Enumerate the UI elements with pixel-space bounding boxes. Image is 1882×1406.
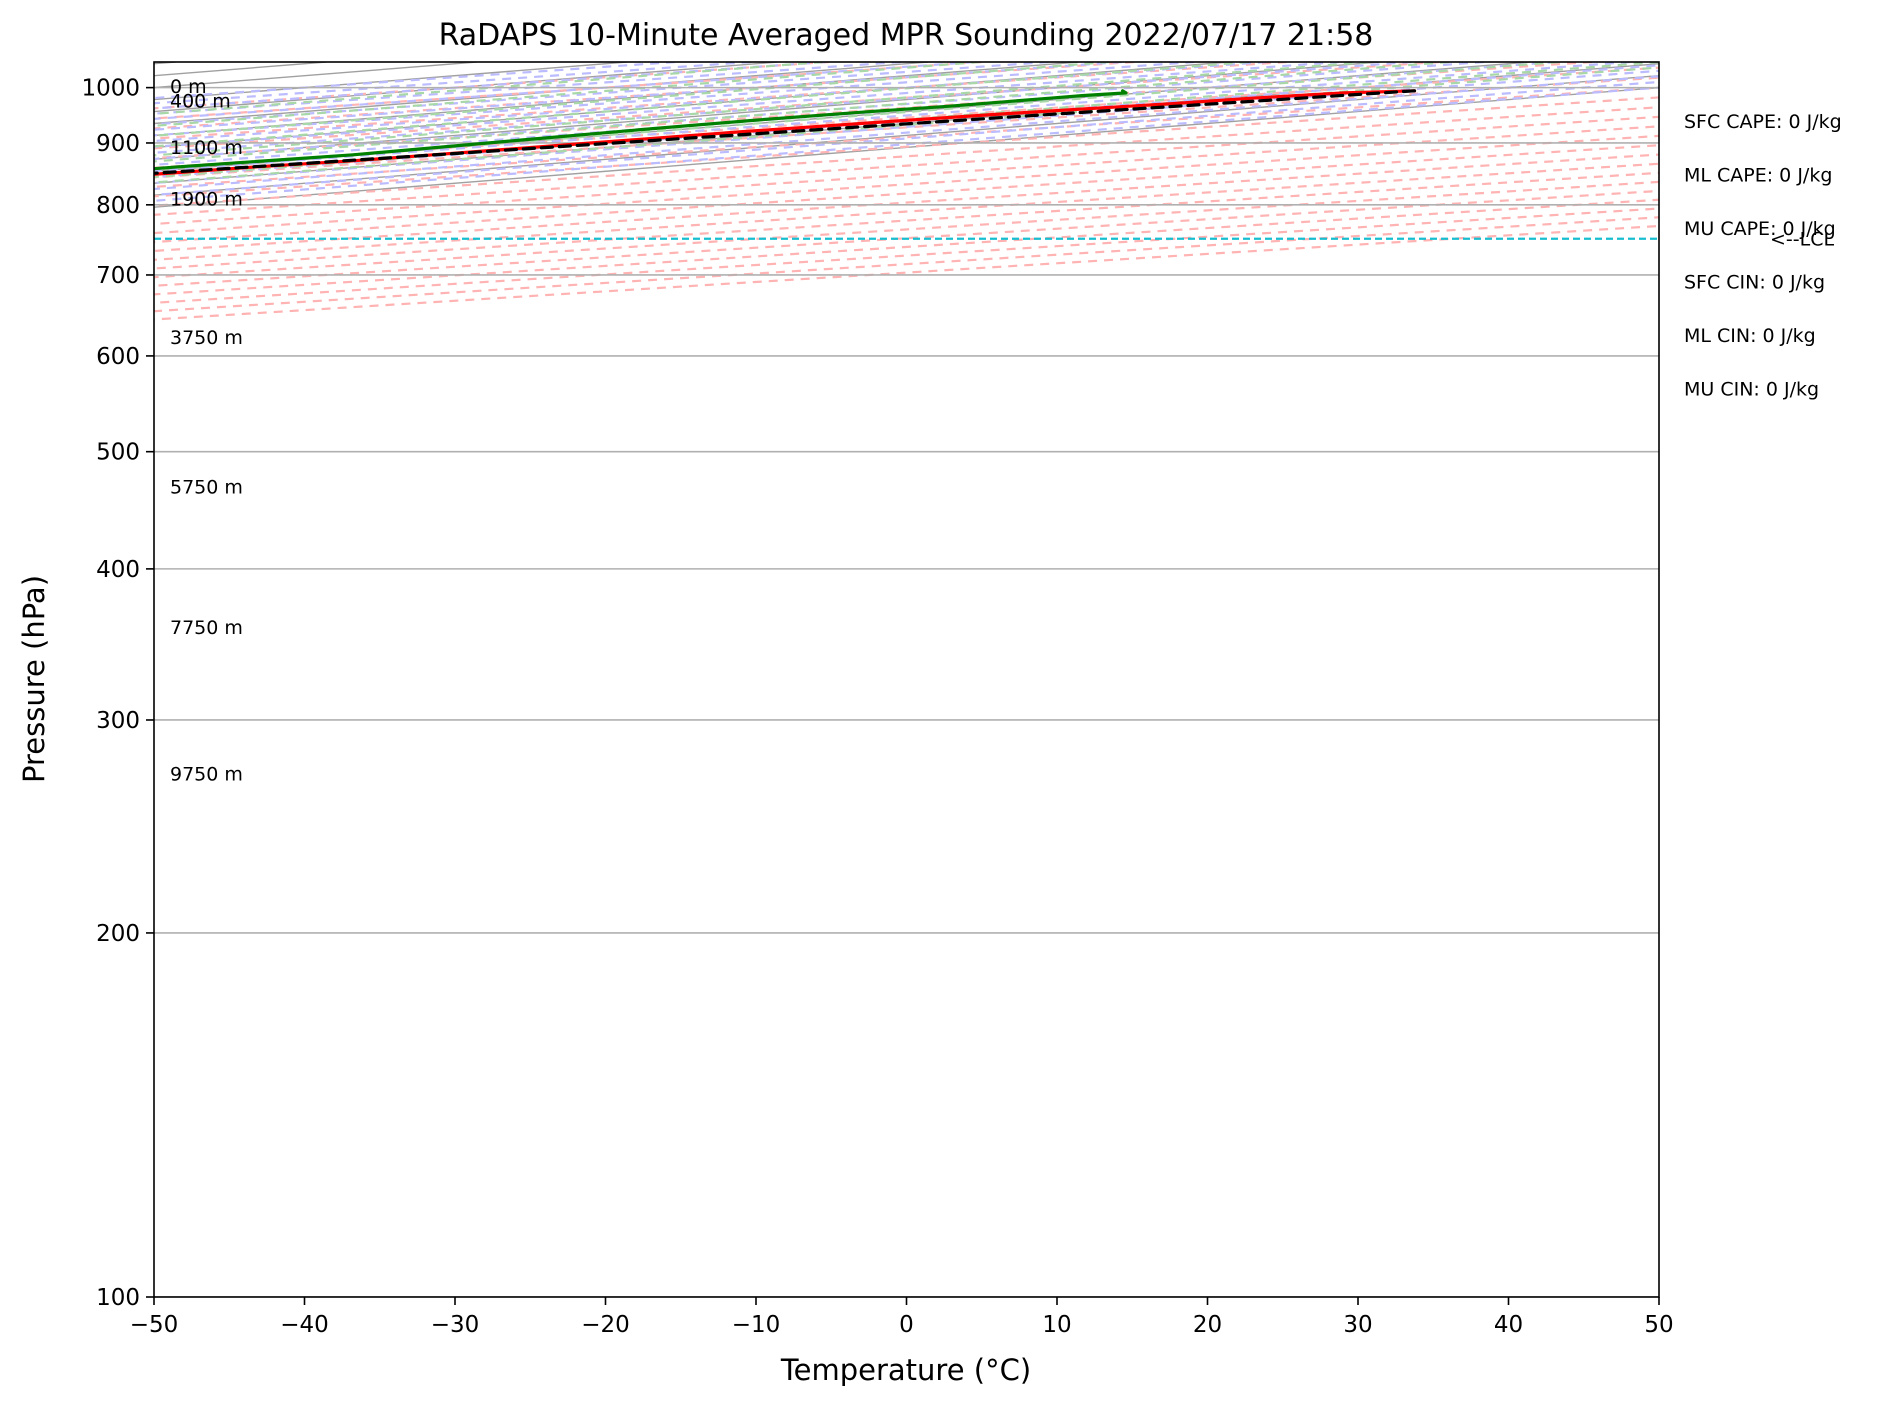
moist-adiabat-line [154,62,1630,173]
dry-adiabat-line [154,62,982,120]
y-tick-label: 1000 [81,76,140,102]
dry-adiabat-line [154,134,1659,235]
dry-adiabat-line [154,86,1659,189]
stability-stats: SFC CAPE: 0 J/kg ML CAPE: 0 J/kg MU CAPE: … [1684,111,1842,401]
mixing-ratio-line [154,62,981,127]
stat-label: MU CIN: 0 J/kg [1684,379,1819,401]
isotherm-line [154,62,1079,137]
height-label: 400 m [170,90,231,112]
stat-label: ML CAPE: 0 J/kg [1684,165,1832,187]
dewpoint-line [154,89,1128,171]
x-tick-label: 50 [1644,1312,1673,1338]
dry-adiabat-line [154,62,1593,160]
dry-adiabat-line [154,76,1659,179]
x-tick-label: 40 [1494,1312,1523,1338]
isotherm-line [154,62,628,101]
moist-adiabat-line [154,62,1122,131]
pressure-gridlines [154,86,1659,1297]
x-tick-label: 10 [1042,1312,1071,1338]
moist-adiabat-line [154,62,826,110]
height-label: 9750 m [170,763,243,785]
isotherm-line [154,86,1659,208]
x-tick-label: −20 [581,1312,630,1338]
dry-adiabat-line [154,66,1659,169]
y-tick-label: 300 [96,708,140,734]
dry-adiabat-line [154,198,1659,296]
x-tick-label: −50 [130,1312,179,1338]
y-tick-label: 200 [96,921,140,947]
stat-label: MU CAPE: 0 J/kg [1684,218,1836,240]
mixing-ratio-line [154,62,823,115]
height-label: 7750 m [170,617,243,639]
isotherm-line [154,62,778,113]
moist-adiabat-line [154,62,676,100]
moist-adiabat-line [154,86,1659,202]
moist-adiabat-line [154,62,1195,137]
height-label: 1900 m [170,188,243,210]
x-tick-label: 0 [899,1312,914,1338]
sounding-traces [154,89,1417,176]
y-axis-label: Pressure (hPa) [17,575,51,783]
y-tick-label: 400 [96,557,140,583]
isotherm-line [154,62,929,125]
stat-label: ML CIN: 0 J/kg [1684,325,1816,347]
dry-adiabat-line [154,62,829,110]
dry-adiabat-line [154,224,1659,321]
height-label: 0 m [170,76,207,98]
dry-adiabat-line [154,62,1440,150]
moist-adiabat-line [154,62,975,121]
y-axis-ticks: 100 200 300 400 500 600 700 800 900 1000 [81,76,154,1311]
y-tick-label: 100 [96,1285,140,1311]
stat-label: SFC CIN: 0 J/kg [1684,272,1825,294]
dry-adiabat-line [154,207,1659,304]
x-tick-label: −40 [280,1312,329,1338]
dry-adiabat-line [154,62,1287,140]
dry-adiabat-line [154,96,1659,198]
x-axis-ticks: −50 −40 −30 −20 −10 0 10 20 30 40 50 [130,1297,1674,1338]
dry-adiabat-line [154,106,1659,207]
dry-adiabat-line [154,189,1659,287]
isotherm-line [154,74,1659,196]
y-tick-label: 800 [96,193,140,219]
dry-adiabat-line [154,115,1659,216]
height-labels: 9750 m 7750 m 5750 m 3750 m 1900 m 1100 m 400 … [170,76,243,785]
lcl-label: <--LCL [1770,229,1834,251]
temperature-line [154,89,1417,176]
x-tick-label: −30 [431,1312,480,1338]
dry-adiabat-line [154,144,1659,244]
y-tick-label: 500 [96,440,140,466]
moist-adiabat-line [154,75,1659,191]
x-axis-label: Temperature (°C) [780,1353,1031,1387]
dry-adiabat-line [154,216,1659,313]
moist-adiabat-line [154,80,1659,197]
stat-label: SFC CAPE: 0 J/kg [1684,111,1842,133]
moist-adiabat-line [154,64,1659,179]
dry-adiabat-line [154,153,1659,253]
moist-adiabat-line [154,62,1340,148]
isotherm-line [154,62,477,89]
isotherm-line [154,63,1659,184]
background-lines [154,62,1659,321]
moist-adiabat-line [154,69,1659,185]
height-label: 3750 m [170,327,243,349]
parcel-line [154,89,1417,175]
dry-adiabat-line [154,62,1135,130]
x-tick-label: −10 [732,1312,781,1338]
y-tick-label: 600 [96,344,140,370]
y-tick-label: 700 [96,263,140,289]
x-tick-label: 20 [1193,1312,1222,1338]
height-label: 5750 m [170,476,243,498]
height-label: 1100 m [170,137,243,159]
y-tick-label: 900 [96,131,140,157]
dry-adiabat-line [154,171,1659,270]
x-tick-label: 30 [1343,1312,1372,1338]
moist-adiabat-line [154,62,1412,154]
dry-adiabat-line [154,180,1659,279]
dry-adiabat-line [154,125,1659,226]
dry-adiabat-line [154,162,1659,261]
moist-adiabat-line [154,62,1557,166]
moist-adiabat-line [154,62,751,105]
chart-title: RaDAPS 10-Minute Averaged MPR Sounding 2… [439,18,1374,53]
